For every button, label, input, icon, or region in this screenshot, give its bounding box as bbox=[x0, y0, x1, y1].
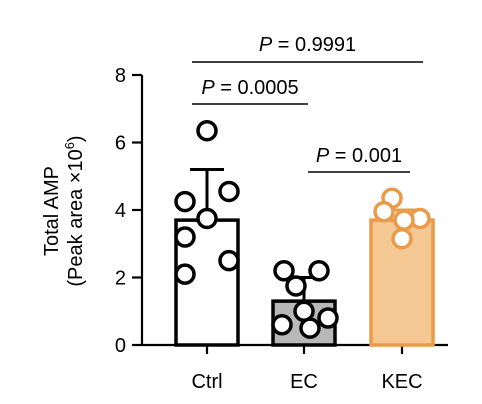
p-value-text: = 0.9991 bbox=[272, 34, 356, 56]
y-axis-title-line1: Total AMP bbox=[41, 166, 63, 256]
y-axis-title-superscript: 6 bbox=[62, 142, 77, 149]
data-point-kec-4 bbox=[393, 209, 415, 231]
p-value-label-3: P = 0.001 bbox=[316, 145, 402, 167]
x-tick-label-ec: EC bbox=[290, 371, 318, 393]
data-point-ec-3 bbox=[285, 275, 307, 297]
data-point-ctrl-3 bbox=[174, 190, 196, 213]
data-point-ctrl-1 bbox=[196, 119, 218, 142]
y-tick-label-4: 8 bbox=[115, 65, 126, 87]
data-point-ctrl-6 bbox=[218, 249, 240, 272]
p-value-label-2: P = 0.0005 bbox=[201, 77, 298, 99]
data-point-ctrl-5 bbox=[174, 226, 196, 248]
p-symbol: P bbox=[201, 77, 215, 99]
data-point-kec-5 bbox=[391, 227, 413, 250]
y-axis-title-line2-suffix: ) bbox=[65, 135, 87, 142]
x-tick-label-kec: KEC bbox=[381, 371, 422, 393]
data-point-ec-1 bbox=[273, 260, 295, 282]
bar-kec bbox=[369, 218, 435, 347]
p-symbol: P bbox=[259, 34, 273, 56]
y-axis-title-line2-prefix: (Peak area ×10 bbox=[65, 149, 87, 286]
data-point-ec-5 bbox=[317, 307, 339, 329]
data-point-ec-2 bbox=[308, 260, 330, 282]
data-point-ctrl-4 bbox=[196, 207, 218, 230]
x-tick-label-ctrl: Ctrl bbox=[191, 371, 222, 393]
y-tick-label-0: 0 bbox=[115, 335, 126, 357]
y-tick-label-1: 2 bbox=[115, 268, 126, 290]
data-point-ctrl-7 bbox=[174, 263, 196, 285]
y-axis-title-line2: (Peak area ×106) bbox=[62, 135, 87, 286]
data-point-ec-6 bbox=[271, 314, 293, 336]
y-axis-title: Total AMP (Peak area ×106) bbox=[41, 135, 87, 286]
data-point-ctrl-2 bbox=[218, 180, 240, 203]
y-tick-label-2: 4 bbox=[115, 200, 126, 222]
p-value-text: = 0.0005 bbox=[215, 77, 299, 99]
data-point-ec-7 bbox=[299, 317, 321, 339]
p-symbol: P bbox=[316, 145, 330, 167]
data-point-kec-2 bbox=[373, 200, 395, 223]
p-value-label-1: P = 0.9991 bbox=[259, 34, 356, 56]
y-tick-label-3: 6 bbox=[115, 133, 126, 155]
p-value-text: = 0.001 bbox=[329, 145, 402, 167]
